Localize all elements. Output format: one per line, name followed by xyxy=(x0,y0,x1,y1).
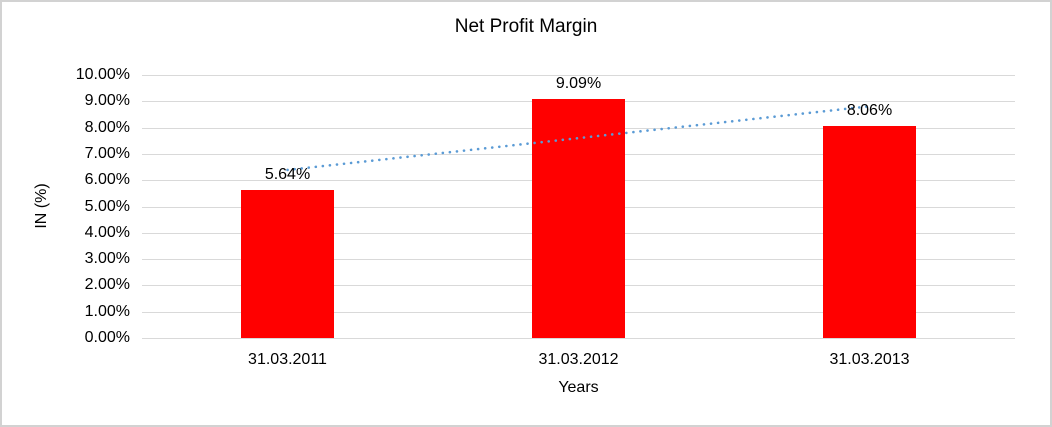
y-tick-label: 8.00% xyxy=(84,118,130,136)
y-tick-label: 3.00% xyxy=(84,250,130,268)
y-tick-label: 5.00% xyxy=(84,197,130,215)
trendline-path xyxy=(286,104,871,172)
y-tick-label: 1.00% xyxy=(84,302,130,320)
x-tick-label: 31.03.2011 xyxy=(248,351,327,368)
y-tick-label: 9.00% xyxy=(84,92,130,110)
bar-31.03.2012 xyxy=(532,98,625,338)
y-tick-label: 4.00% xyxy=(84,223,130,241)
x-tick-label: 31.03.2013 xyxy=(829,351,910,368)
chart-title: Net Profit Margin xyxy=(454,16,598,37)
plot-area: 5.64% 9.09% 8.06% xyxy=(142,74,1015,339)
y-tick-label: 10.00% xyxy=(75,66,130,83)
bar-data-label: 9.09% xyxy=(555,74,602,92)
y-tick-label: 7.00% xyxy=(84,144,130,162)
bar-data-label: 8.06% xyxy=(846,102,893,120)
y-tick-label: 2.00% xyxy=(84,276,130,294)
bar-31.03.2011 xyxy=(241,189,334,338)
gridline xyxy=(142,338,1015,339)
x-tick-label: 31.03.2012 xyxy=(538,351,619,368)
y-tick-label: 6.00% xyxy=(84,171,130,189)
y-tick-label: 0.00% xyxy=(84,329,130,346)
bar-data-label: 5.64% xyxy=(264,165,311,183)
gridline xyxy=(142,75,1015,76)
x-axis-title: Years xyxy=(558,379,599,396)
bar-31.03.2013 xyxy=(823,126,916,338)
